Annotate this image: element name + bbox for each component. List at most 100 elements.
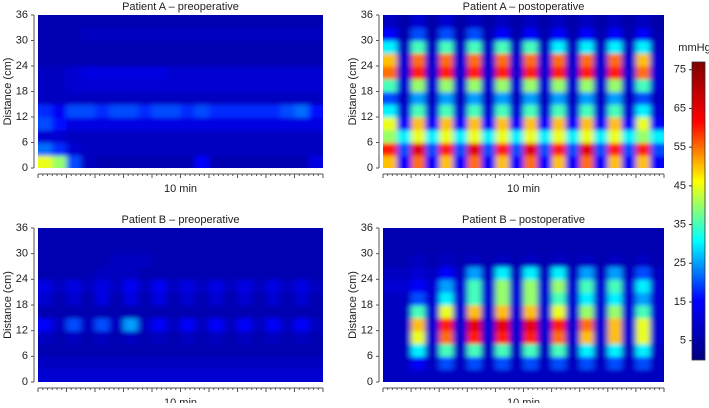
heatmap-cell — [537, 66, 553, 80]
heatmap-cell — [495, 240, 511, 255]
heatmap-cell — [383, 266, 398, 280]
heatmap-cell — [649, 66, 664, 80]
heatmap-cell — [607, 91, 623, 105]
heatmap-cell — [411, 129, 426, 144]
heatmap-cell — [194, 292, 210, 306]
heatmap-cell — [621, 15, 637, 29]
heatmap-cells — [38, 228, 323, 382]
heatmap-cell — [523, 66, 539, 80]
heatmap-cell — [425, 53, 440, 67]
heatmap-cell — [411, 305, 426, 319]
heatmap-cell — [209, 142, 224, 156]
heatmap-cell — [109, 305, 125, 319]
heatmap-cell — [453, 40, 468, 54]
heatmap-cell — [166, 317, 182, 332]
heatmap-cell — [439, 53, 454, 67]
heatmap-cell — [509, 279, 525, 293]
heatmap-cell — [308, 53, 323, 67]
heatmap-cell — [635, 292, 651, 306]
heatmap-cell — [308, 228, 323, 242]
heatmap-cell — [280, 15, 296, 29]
heatmap-cell — [453, 91, 468, 105]
heatmap-cell — [397, 292, 412, 306]
heatmap-cell — [635, 279, 651, 293]
heatmap-cell — [467, 343, 482, 357]
heatmap-cell — [137, 27, 153, 42]
heatmap-cell — [481, 305, 496, 319]
heatmap-cell — [95, 266, 110, 280]
heatmap-cell — [66, 15, 82, 29]
heatmap-cell — [397, 53, 412, 67]
y-tick-label: 6 — [367, 136, 373, 148]
heatmap-cell — [509, 228, 525, 242]
heatmap-cell — [180, 369, 196, 382]
heatmap-cell — [509, 129, 525, 144]
heatmap-cell — [38, 129, 53, 144]
heatmap-cell — [537, 129, 553, 144]
heatmap-cell — [152, 129, 167, 144]
heatmap-cell — [223, 253, 239, 268]
heatmap-cell — [649, 330, 664, 345]
heatmap-cell — [109, 343, 125, 357]
heatmap-cell — [607, 117, 623, 131]
heatmap-cell — [38, 78, 53, 93]
heatmap-cell — [266, 40, 281, 54]
heatmap-cell — [95, 53, 110, 67]
heatmap-cell — [565, 66, 581, 80]
heatmap-cell — [80, 91, 96, 105]
heatmap-cell — [266, 117, 281, 131]
heatmap-cell — [425, 129, 440, 144]
heatmap-cell — [280, 253, 296, 268]
heatmap-cell — [223, 330, 239, 345]
heatmap-cell — [621, 330, 637, 345]
heatmap-cell — [251, 317, 267, 332]
heatmap-cell — [80, 129, 96, 144]
heatmap-cell — [123, 66, 139, 80]
heatmap-cell — [551, 305, 567, 319]
heatmap-cell — [66, 155, 82, 168]
heatmap-cell — [52, 91, 68, 105]
y-tick-label: 6 — [22, 136, 28, 148]
heatmap-cell — [383, 155, 398, 168]
heatmap-cell — [565, 305, 581, 319]
heatmap-cell — [565, 369, 581, 382]
heatmap-cell — [123, 27, 139, 42]
heatmap-cell — [294, 253, 310, 268]
heatmap-cell — [66, 53, 82, 67]
heatmap-cell — [251, 279, 267, 293]
heatmap-cell — [481, 66, 496, 80]
heatmap-cell — [509, 27, 525, 42]
colorbar — [691, 61, 706, 361]
heatmap-cell — [383, 40, 398, 54]
heatmap-cell — [223, 356, 239, 370]
heatmap-cell — [453, 142, 468, 156]
heatmap-cell — [453, 228, 468, 242]
heatmap-cell — [467, 78, 482, 93]
heatmap-cell — [109, 27, 125, 42]
heatmap-cell — [251, 27, 267, 42]
heatmap-cell — [123, 155, 139, 168]
heatmap-cell — [523, 40, 539, 54]
heatmap-cell — [509, 369, 525, 382]
heatmap-cell — [467, 117, 482, 131]
heatmap-cell — [649, 305, 664, 319]
heatmap-cell — [467, 91, 482, 105]
heatmap-cell — [166, 266, 182, 280]
heatmap-cell — [411, 266, 426, 280]
heatmap-cell — [649, 253, 664, 268]
heatmap-cell — [66, 292, 82, 306]
heatmap-cell — [495, 279, 511, 293]
heatmap-cell — [80, 27, 96, 42]
heatmap-cell — [223, 117, 239, 131]
heatmap-cell — [294, 129, 310, 144]
heatmap-cell — [152, 369, 167, 382]
heatmap-cell — [467, 330, 482, 345]
heatmap-cell — [481, 40, 496, 54]
heatmap-cell — [95, 15, 110, 29]
heatmap-cell — [453, 27, 468, 42]
heatmap-cell — [551, 129, 567, 144]
heatmap-cell — [383, 343, 398, 357]
heatmap-cell — [109, 253, 125, 268]
heatmap-cell — [80, 305, 96, 319]
heatmap-cell — [383, 317, 398, 332]
